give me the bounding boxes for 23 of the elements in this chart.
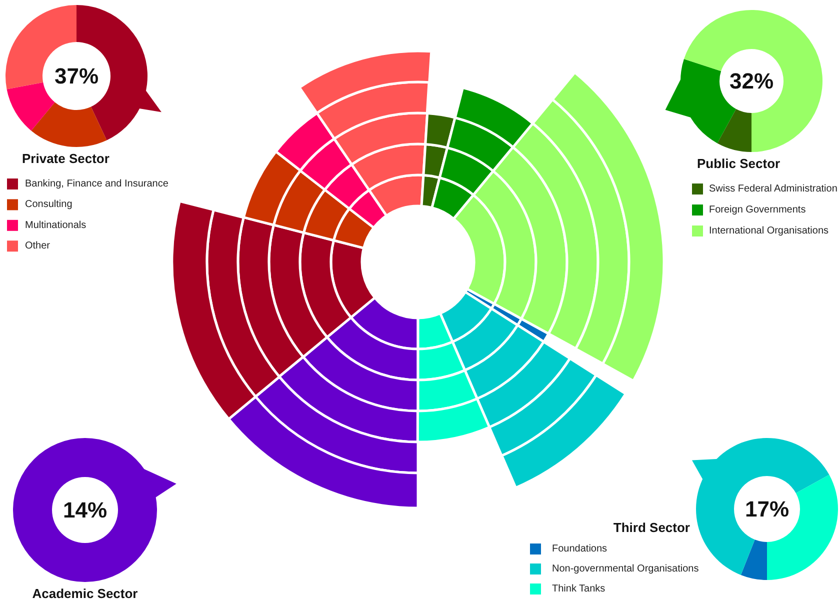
legend-label: Swiss Federal Administration [709,184,838,194]
text: 37% [54,64,99,88]
donut-slice [31,102,107,147]
text: Public Sector [697,156,780,171]
legend-label: Consulting [25,199,72,210]
legend-label: Foundations [552,544,608,554]
legend-label: International Organisations [709,226,829,236]
legend-label: Banking, Finance and Insurance [25,178,169,190]
legend-label: Other [25,240,51,252]
donut-slice [717,109,752,152]
legend-label: Foreign Governments [709,204,806,216]
donut-slice [684,10,822,152]
legend-label: Multinationals [25,220,86,231]
text: Third Sector [613,520,690,535]
donut-slice [6,82,55,131]
legend-label: Think Tanks [552,584,606,594]
text: Private Sector [22,151,110,166]
text: 14% [62,498,108,522]
text: 17% [744,496,790,522]
text: Academic Sector [32,586,138,601]
donut-slice [740,540,767,580]
legend-label: Non-governmental Organisations [552,564,699,574]
text: 32% [729,68,774,94]
